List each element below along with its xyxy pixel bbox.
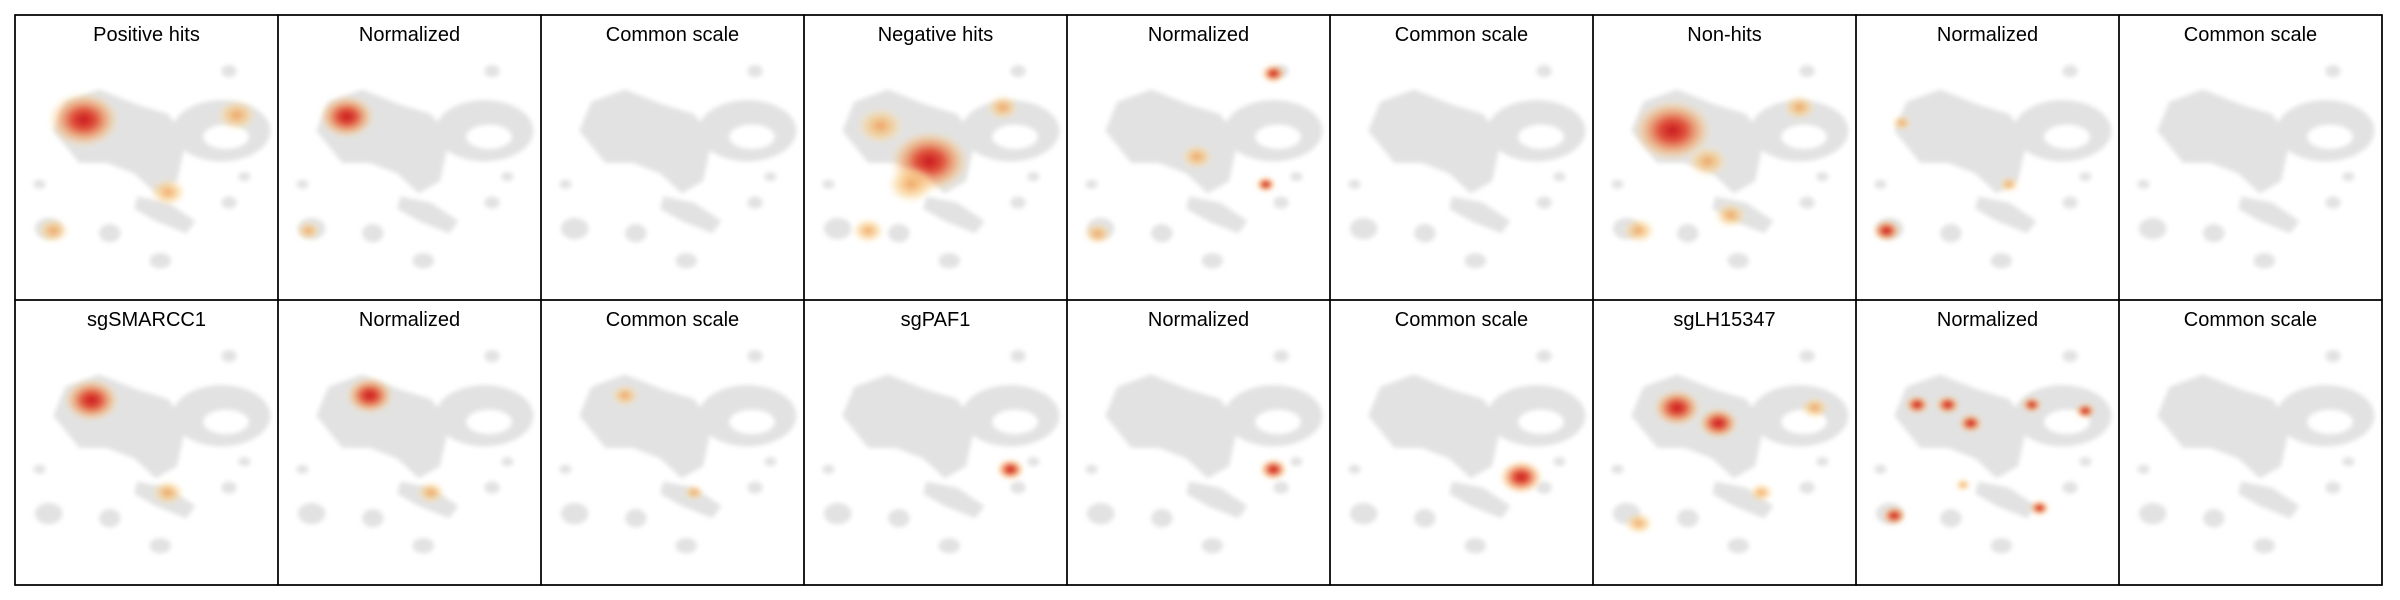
panel-title: Normalized — [1148, 309, 1249, 331]
panel: Negative hits — [803, 14, 1068, 301]
panel: Positive hits — [14, 14, 279, 301]
density-hotspot — [1083, 222, 1112, 245]
density-hotspot — [1698, 407, 1739, 439]
panel: Common scale — [1329, 299, 1594, 586]
panel-title: sgLH15347 — [1673, 309, 1775, 331]
panel-border — [2118, 299, 2383, 586]
density-hotspot — [1261, 64, 1286, 83]
panel-title: Common scale — [1395, 309, 1528, 331]
density-hotspot — [852, 218, 885, 243]
density-hotspot — [611, 384, 640, 407]
panel-title: Normalized — [1148, 24, 1249, 46]
panel: Common scale — [540, 14, 805, 301]
density-hotspot — [1882, 506, 1907, 525]
density-hotspot — [345, 377, 394, 414]
density-hotspot — [1624, 512, 1653, 535]
panel: sgSMARCC1 — [14, 299, 279, 586]
panel-title: Normalized — [359, 24, 460, 46]
density-background — [1874, 350, 2111, 553]
density-background — [822, 350, 1059, 553]
panel-title: Non-hits — [1687, 24, 1761, 46]
panel-title: Common scale — [2184, 24, 2317, 46]
panel: Normalized — [1066, 14, 1331, 301]
density-hotspot — [986, 95, 1019, 120]
density-background — [2137, 65, 2374, 268]
panel: sgLH15347 — [1592, 299, 1857, 586]
density-hotspot — [1872, 219, 1901, 242]
density-hotspot — [1622, 218, 1655, 243]
panel: Normalized — [277, 14, 542, 301]
density-background — [1348, 65, 1585, 268]
density-hotspot — [1935, 395, 1960, 414]
density-hotspot — [1749, 483, 1774, 502]
density-hotspot — [1714, 202, 1747, 228]
panel-title: Common scale — [606, 24, 739, 46]
density-hotspot — [1632, 99, 1713, 162]
density-hotspot — [1687, 145, 1728, 177]
density-hotspot — [1259, 458, 1288, 481]
panel: Common scale — [2118, 299, 2383, 586]
density-hotspot — [37, 218, 70, 243]
density-background — [559, 350, 796, 553]
density-background — [1874, 65, 2111, 268]
density-background — [2137, 350, 2374, 553]
density-background — [1348, 350, 1585, 553]
panel-title: Normalized — [359, 309, 460, 331]
panel-title: Normalized — [1937, 309, 2038, 331]
density-background — [33, 350, 270, 553]
density-hotspot — [996, 458, 1025, 481]
panel-title: Common scale — [1395, 24, 1528, 46]
density-hotspot — [2075, 403, 2096, 419]
density-background — [1085, 350, 1322, 553]
density-background — [296, 350, 533, 553]
panel: Normalized — [1855, 299, 2120, 586]
panel-title: Negative hits — [878, 24, 994, 46]
density-hotspot — [216, 99, 257, 131]
density-hotspot — [1998, 176, 2019, 193]
density-hotspot — [318, 95, 375, 139]
density-hotspot — [152, 480, 184, 505]
density-background — [296, 65, 533, 268]
density-hotspot — [1955, 478, 1971, 492]
density-hotspot — [1891, 115, 1912, 131]
density-hotspot — [296, 221, 321, 240]
panel-title: sgPAF1 — [901, 309, 971, 331]
panel-title: Positive hits — [93, 24, 200, 46]
density-hotspot — [856, 107, 905, 145]
density-hotspot — [63, 378, 120, 422]
density-hotspot — [1181, 144, 1213, 170]
density-hotspot — [1255, 176, 1276, 193]
panel-title: Common scale — [606, 309, 739, 331]
density-hotspot — [683, 484, 704, 501]
density-hotspot — [2021, 397, 2042, 413]
panel: Common scale — [1329, 14, 1594, 301]
panel: Common scale — [540, 299, 805, 586]
density-background — [559, 65, 796, 268]
panel: Normalized — [277, 299, 542, 586]
panel-title: sgSMARCC1 — [87, 309, 206, 331]
density-hotspot — [1653, 389, 1701, 427]
density-hotspot — [150, 178, 186, 207]
panel: Normalized — [1855, 14, 2120, 301]
density-hotspot — [887, 165, 935, 203]
panel: Common scale — [2118, 14, 2383, 301]
panel: Normalized — [1066, 299, 1331, 586]
panel: Non-hits — [1592, 14, 1857, 301]
panel-title: Normalized — [1937, 24, 2038, 46]
density-hotspot — [1905, 395, 1930, 414]
density-hotspot — [1499, 460, 1543, 495]
density-hotspot — [1800, 397, 1829, 419]
density-hotspot — [2029, 500, 2050, 516]
density-hotspot — [1783, 95, 1816, 120]
panel-title: Common scale — [2184, 309, 2317, 331]
density-hotspot — [1958, 414, 1983, 433]
density-hotspot — [48, 92, 120, 148]
density-hotspot — [416, 481, 445, 504]
panel: sgPAF1 — [803, 299, 1068, 586]
